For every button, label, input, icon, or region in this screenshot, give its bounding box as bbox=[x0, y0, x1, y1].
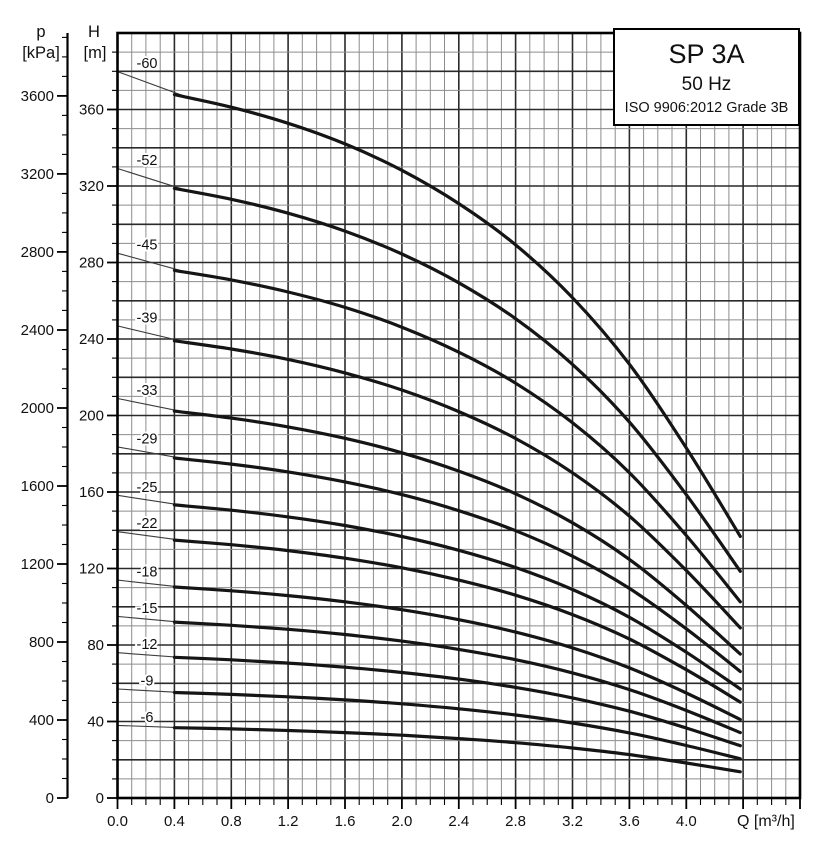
head-tick-label: 200 bbox=[79, 408, 104, 425]
curve-label--22: -22 bbox=[137, 516, 158, 532]
curve-label--60: -60 bbox=[137, 56, 158, 72]
curve-label--29: -29 bbox=[137, 431, 158, 447]
pump-curve--12 bbox=[172, 655, 742, 748]
flow-tick-label: 4.0 bbox=[676, 813, 697, 830]
pressure-axis: 0 400 800 1200 1600 2000 2400 2800 3200 3600 p [kPa… bbox=[21, 23, 69, 807]
pressure-tick-label: 400 bbox=[29, 712, 54, 729]
head-axis-symbol: H bbox=[88, 23, 100, 41]
pressure-tick-label: 2800 bbox=[21, 244, 54, 261]
curve-label--25: -25 bbox=[137, 480, 158, 496]
pump-curve--29 bbox=[172, 456, 742, 674]
head-tick-label: 160 bbox=[79, 484, 104, 501]
head-axis-unit: [m] bbox=[84, 44, 107, 62]
pump-curve--60 bbox=[172, 93, 742, 538]
pressure-tick-label: 1600 bbox=[21, 478, 54, 495]
flow-tick-label: 0.4 bbox=[164, 813, 185, 830]
flow-tick-label: 1.6 bbox=[335, 813, 356, 830]
pressure-tick-label: 3200 bbox=[21, 166, 54, 183]
curve-label--18: -18 bbox=[137, 565, 158, 581]
head-tick-label: 120 bbox=[79, 561, 104, 578]
flow-tick-label: 0.0 bbox=[107, 813, 128, 830]
pump-curve--45 bbox=[172, 268, 742, 604]
curve-label--6: -6 bbox=[141, 710, 154, 726]
head-tick-label: 280 bbox=[79, 255, 104, 272]
flow-tick-label: 2.0 bbox=[391, 813, 412, 830]
curve-label--45: -45 bbox=[137, 238, 158, 254]
pump-curve--52 bbox=[172, 186, 742, 573]
pressure-tick-label: 800 bbox=[29, 634, 54, 651]
pressure-tick-label: 2000 bbox=[21, 400, 54, 417]
curve-label--15: -15 bbox=[137, 601, 158, 617]
flow-tick-label: 2.8 bbox=[505, 813, 526, 830]
head-tick-label: 240 bbox=[79, 331, 104, 348]
pressure-tick-label: 3600 bbox=[21, 88, 54, 105]
flow-tick-label: 1.2 bbox=[278, 813, 299, 830]
pump-curve--15 bbox=[172, 620, 742, 735]
pump-curve--9 bbox=[172, 690, 742, 761]
pressure-tick-label: 1200 bbox=[21, 556, 54, 573]
flow-tick-label: 2.4 bbox=[448, 813, 469, 830]
flow-tick-label: 0.8 bbox=[221, 813, 242, 830]
head-tick-label: 320 bbox=[79, 178, 104, 195]
pressure-axis-symbol: p bbox=[36, 23, 45, 41]
pressure-tick-label: 2400 bbox=[21, 322, 54, 339]
flow-tick-label: 3.2 bbox=[562, 813, 583, 830]
pump-curve--33 bbox=[172, 409, 742, 656]
grid bbox=[117, 33, 800, 798]
head-axis: 0 40 80 120 160 200 240 280 320 360 H [m] bbox=[79, 23, 118, 807]
curve-label--9: -9 bbox=[141, 674, 154, 690]
pump-model-title: SP 3A bbox=[668, 39, 745, 69]
pressure-axis-unit: [kPa] bbox=[22, 44, 60, 62]
pump-curves: -60 -52 -45 -39 -33 -29 -25 -22 -18 -15 -12 -9 -6 bbox=[117, 54, 742, 774]
curve-label--52: -52 bbox=[137, 153, 158, 169]
curve-label--12: -12 bbox=[137, 637, 158, 653]
curve-label--39: -39 bbox=[137, 310, 158, 326]
pump-curve--25 bbox=[172, 503, 742, 691]
title-box: SP 3A 50 Hz ISO 9906:2012 Grade 3B bbox=[613, 28, 800, 126]
pump-curve--22 bbox=[172, 538, 742, 704]
head-tick-label: 360 bbox=[79, 102, 104, 119]
pressure-tick-label: 0 bbox=[46, 790, 54, 807]
pump-curve--39 bbox=[172, 339, 742, 630]
head-tick-label: 80 bbox=[87, 637, 104, 654]
pump-curve--18 bbox=[172, 585, 742, 722]
head-tick-label: 0 bbox=[96, 790, 104, 807]
pump-standard: ISO 9906:2012 Grade 3B bbox=[624, 100, 789, 116]
flow-axis-label: Q [m³/h] bbox=[737, 813, 795, 830]
head-tick-label: 40 bbox=[87, 714, 104, 731]
curve-label--33: -33 bbox=[137, 383, 158, 399]
flow-axis: 0.0 0.4 0.8 1.2 1.6 2.0 2.4 2.8 3.2 3.6 4.0 Q [m³/h… bbox=[107, 798, 801, 830]
pump-frequency: 50 Hz bbox=[681, 74, 732, 95]
pump-curve--6 bbox=[172, 726, 742, 774]
flow-tick-label: 3.6 bbox=[619, 813, 640, 830]
